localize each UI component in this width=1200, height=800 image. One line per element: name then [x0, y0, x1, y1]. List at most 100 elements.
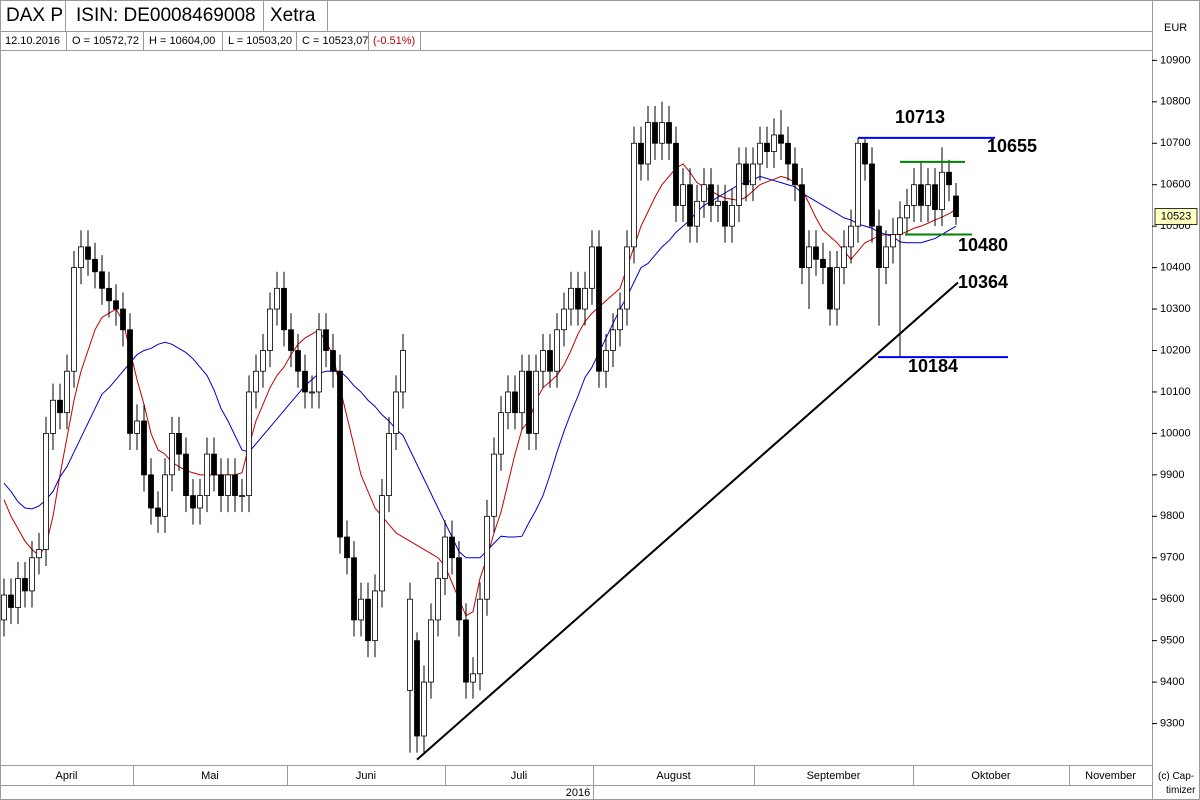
candle-body	[596, 246, 602, 372]
y-tick-label: 10100	[1160, 386, 1191, 398]
y-tick-label: 9800	[1160, 510, 1184, 522]
candle-body	[8, 594, 14, 608]
candle-body	[169, 433, 175, 476]
candle-body	[1, 594, 7, 621]
candle-body	[925, 184, 931, 206]
candle-body	[666, 122, 672, 144]
high: H = 10604,00	[149, 35, 215, 47]
candle-body	[134, 420, 140, 434]
candle-body	[645, 122, 651, 165]
candle-body	[554, 329, 560, 372]
candle-body	[540, 350, 546, 372]
x-tick-label: April	[55, 770, 77, 782]
candle-body	[435, 578, 441, 621]
candle-body	[694, 200, 700, 227]
candle-body	[428, 619, 434, 683]
trend-line	[416, 281, 959, 761]
symbol: DAX P	[6, 5, 63, 26]
candle-body	[386, 433, 392, 496]
y-tick-label: 9900	[1160, 469, 1184, 481]
candle-body	[617, 308, 623, 331]
candle-body	[15, 578, 21, 608]
candle-body	[372, 590, 378, 642]
candle-body	[99, 271, 105, 289]
candle-body	[253, 370, 259, 393]
candle-body	[547, 350, 553, 372]
candle-body	[778, 134, 784, 144]
candle-body	[239, 495, 245, 497]
candle-body	[316, 329, 322, 393]
candle-body	[309, 391, 315, 394]
candle-body	[106, 287, 112, 302]
candle-body	[939, 171, 945, 210]
candle-body	[148, 474, 154, 509]
candle-body	[141, 420, 147, 476]
candle-body	[561, 308, 567, 331]
candle-body	[568, 287, 574, 310]
candle-body	[29, 557, 35, 592]
candle-body	[638, 142, 644, 165]
candle-body	[953, 195, 959, 217]
candle-body	[897, 217, 903, 235]
y-tick-label: 10900	[1160, 54, 1191, 66]
candle-body	[176, 433, 182, 455]
candle-body	[680, 184, 686, 206]
x-tick-label: Juli	[511, 770, 528, 782]
candle-body	[57, 399, 63, 414]
candle-body	[722, 200, 728, 227]
y-tick-label: 9300	[1160, 717, 1184, 729]
candle-body	[183, 453, 189, 496]
candle-body	[407, 598, 413, 691]
candle-body	[22, 578, 28, 592]
candle-body	[687, 184, 693, 227]
candle-body	[463, 619, 469, 683]
x-tick-label: November	[1085, 770, 1136, 782]
line	[3, 175, 957, 559]
candle-body	[295, 350, 301, 372]
date: 12.10.2016	[5, 35, 60, 47]
candle-body	[659, 122, 665, 144]
candle-body	[946, 171, 952, 186]
candle-body	[631, 142, 637, 248]
y-tick-label: 10800	[1160, 96, 1191, 108]
candle-body	[246, 391, 252, 496]
candle-body	[358, 598, 364, 621]
candle-body	[526, 370, 532, 434]
level-label: 10184	[908, 356, 958, 376]
trend-label: 10364	[958, 272, 1008, 292]
candle-body	[519, 370, 525, 414]
candle-body	[813, 246, 819, 260]
last-price-box	[1154, 208, 1198, 225]
candle-body	[743, 163, 749, 186]
y-tick-label: 10000	[1160, 427, 1191, 439]
candle-body	[890, 234, 896, 248]
candle-body	[204, 453, 210, 496]
candle-body	[862, 142, 868, 165]
candle-body	[575, 287, 581, 310]
candle-body	[757, 142, 763, 165]
candle-body	[414, 640, 420, 737]
candle-body	[855, 142, 861, 227]
candle-body	[729, 205, 735, 227]
candle-body	[533, 370, 539, 434]
candle-body	[155, 507, 161, 517]
x-tick-label: Juni	[356, 770, 376, 782]
candle-body	[841, 246, 847, 269]
plot	[1, 101, 959, 753]
candle-body	[834, 267, 840, 310]
candle-body	[876, 225, 882, 269]
candle-body	[736, 163, 742, 206]
candle-body	[498, 412, 504, 455]
level-label: 10655	[987, 136, 1037, 156]
candle-body	[323, 329, 329, 351]
x-tick-label: Oktober	[971, 770, 1010, 782]
year-label: 2016	[566, 787, 590, 799]
x-tick-label: August	[656, 770, 690, 782]
candle-body	[785, 142, 791, 165]
candle-body	[848, 225, 854, 248]
candle-body	[365, 598, 371, 642]
candle-body	[820, 258, 826, 269]
